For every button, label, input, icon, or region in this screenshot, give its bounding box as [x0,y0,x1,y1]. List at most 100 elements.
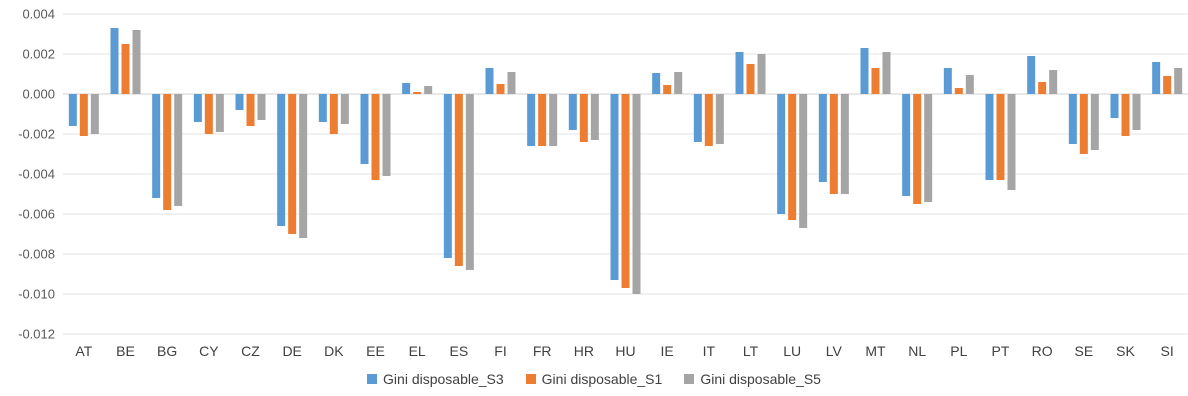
bar-lv-series-2 [829,94,838,194]
x-category-label: IT [703,343,716,359]
bar-ee-series-2 [371,94,380,180]
legend: Gini disposable_S3 Gini disposable_S1 Gini… [0,371,1188,387]
bar-lv-series-1 [818,94,827,182]
bar-pt-series-1 [985,94,994,180]
x-category-label: CY [199,343,219,359]
bar-hr-series-1 [568,94,577,130]
bar-dk-series-1 [318,94,327,122]
bar-lu-series-1 [777,94,786,214]
legend-item: Gini disposable_S3 [367,371,504,387]
legend-label: Gini disposable_S3 [383,371,504,387]
bar-cz-series-1 [235,94,244,110]
bar-it-series-3 [715,94,724,144]
bar-it-series-2 [704,94,713,146]
bar-fr-series-2 [538,94,547,146]
x-axis-category-labels: AT BE BG CY CZ DE DK EE EL ES FI FR HR HU IE IT LT LU LV MT… [75,343,1173,359]
bar-ro-series-2 [1038,82,1047,94]
x-category-label: BE [116,343,135,359]
bar-es-series-1 [443,94,452,258]
bar-fi-series-1 [485,68,494,94]
bar-dk-series-3 [340,94,349,124]
bar-ie-series-3 [674,72,683,94]
legend-swatch [684,374,695,384]
bar-nl-series-1 [902,94,911,196]
bar-dk-series-2 [329,94,338,134]
x-category-label: HU [615,343,635,359]
bar-hu-series-2 [621,94,630,288]
x-category-label: EL [409,343,426,359]
bar-fr-series-3 [549,94,558,146]
x-category-label: EE [366,343,385,359]
bar-fi-series-3 [507,72,516,94]
legend-item: Gini disposable_S1 [525,371,662,387]
bar-se-series-3 [1090,94,1099,150]
legend-item: Gini disposable_S5 [684,371,821,387]
y-tick-label: 0.004 [22,7,55,22]
bar-de-series-1 [277,94,286,226]
bar-bg-series-2 [163,94,172,210]
bar-se-series-2 [1079,94,1088,154]
bar-pl-series-1 [943,68,952,94]
legend-swatch [367,374,378,384]
bar-bg-series-3 [174,94,183,206]
x-category-label: LU [783,343,801,359]
x-category-label: BG [157,343,177,359]
x-category-label: LV [826,343,843,359]
x-category-label: FR [533,343,552,359]
bar-be-series-2 [121,44,130,94]
bar-cz-series-2 [246,94,255,126]
bar-nl-series-2 [913,94,922,204]
bar-it-series-1 [693,94,702,142]
bar-ee-series-3 [382,94,391,176]
bar-si-series-2 [1163,76,1172,94]
x-category-label: DE [282,343,301,359]
bar-el-series-2 [413,92,422,94]
bar-lt-series-1 [735,52,744,94]
x-category-label: IE [661,343,674,359]
bar-ro-series-3 [1049,70,1058,94]
bar-ro-series-1 [1027,56,1036,94]
legend-label: Gini disposable_S5 [700,371,821,387]
x-category-label: SK [1116,343,1135,359]
bar-lt-series-2 [746,64,755,94]
x-category-label: SE [1074,343,1093,359]
y-tick-label: -0.002 [18,127,55,142]
x-category-label: HR [574,343,594,359]
x-category-label: DK [324,343,344,359]
bar-lu-series-2 [788,94,797,220]
bar-lu-series-3 [799,94,808,228]
x-category-label: CZ [241,343,260,359]
x-category-label: NL [908,343,926,359]
x-category-label: MT [865,343,886,359]
bar-pt-series-3 [1007,94,1016,190]
bar-cy-series-3 [215,94,224,132]
bar-de-series-2 [288,94,297,234]
bar-mt-series-2 [871,68,880,94]
bar-mt-series-3 [882,52,891,94]
bar-fr-series-1 [527,94,536,146]
bar-es-series-2 [454,94,463,266]
bar-si-series-3 [1174,68,1183,94]
bar-be-series-3 [132,30,141,94]
bar-es-series-3 [465,94,474,270]
bar-nl-series-3 [924,94,933,202]
bar-lv-series-3 [840,94,849,194]
bar-el-series-3 [424,86,433,94]
bar-hu-series-1 [610,94,619,280]
bar-cz-series-3 [257,94,266,120]
bar-cy-series-2 [204,94,213,134]
y-tick-label: -0.004 [18,167,55,182]
x-category-label: RO [1032,343,1053,359]
bar-ie-series-1 [652,73,661,94]
y-tick-label: -0.010 [18,287,55,302]
bar-hu-series-3 [632,94,641,294]
bar-ie-series-2 [663,85,672,94]
bar-at-series-3 [90,94,99,134]
bar-se-series-1 [1068,94,1077,144]
x-category-label: FI [494,343,506,359]
bar-hr-series-2 [579,94,588,142]
bar-bg-series-1 [152,94,161,198]
bar-fi-series-2 [496,84,505,94]
bar-ee-series-1 [360,94,369,164]
